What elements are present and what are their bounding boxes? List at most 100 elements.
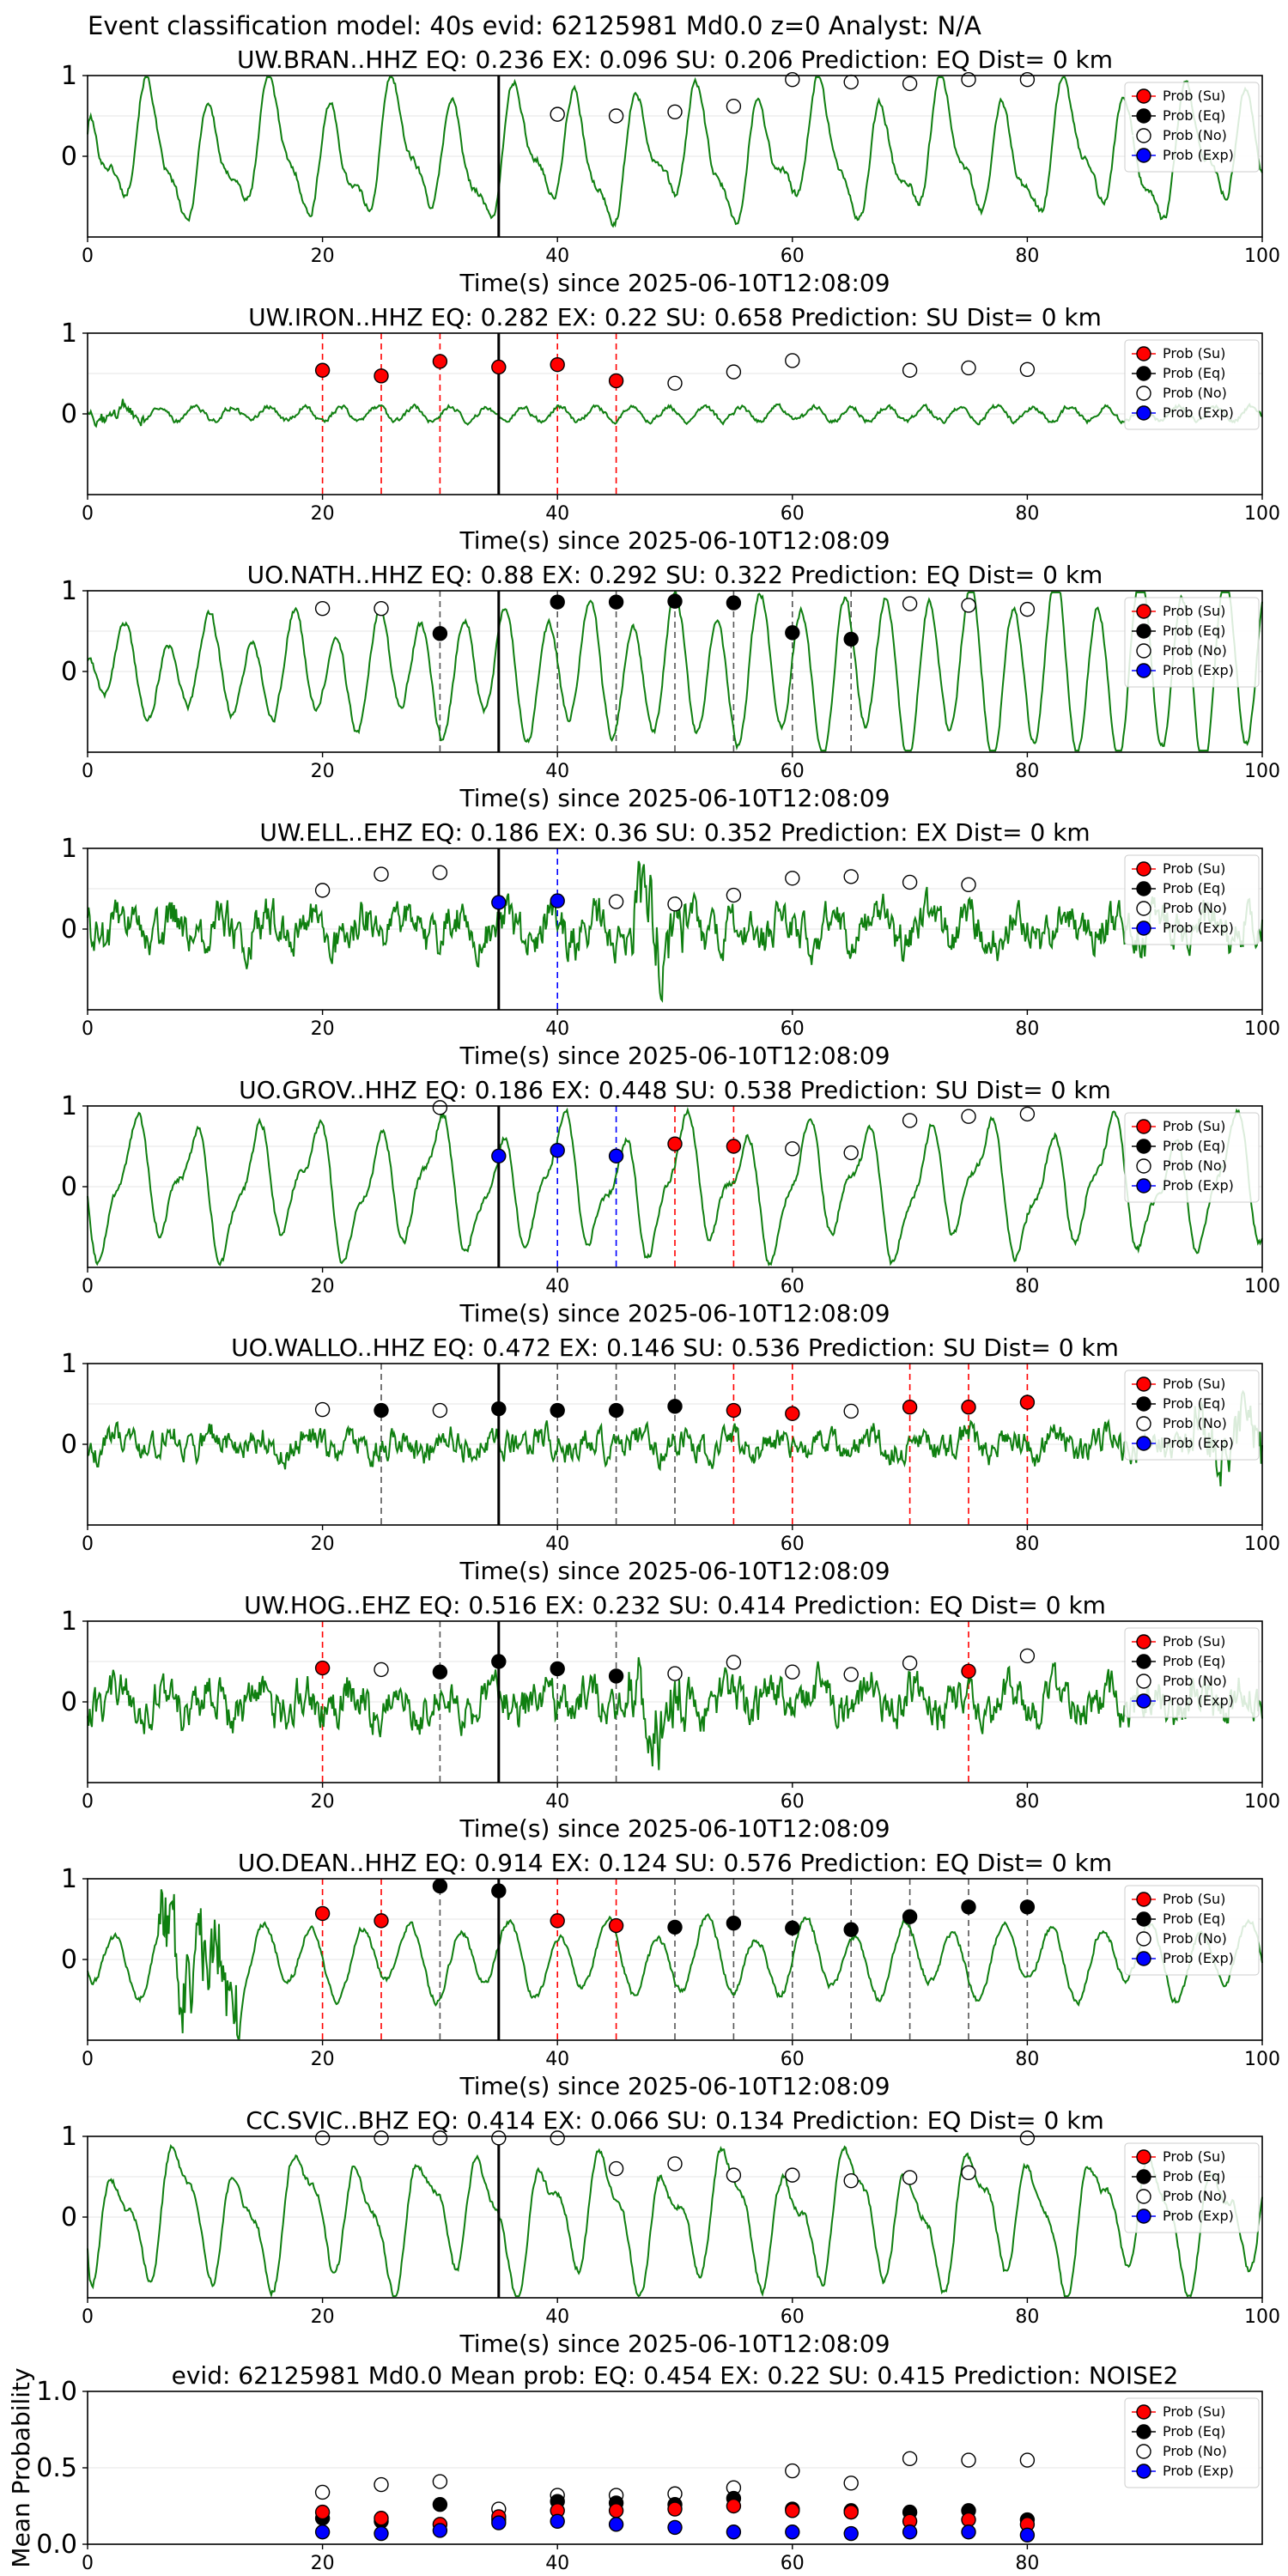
x-tick-label: 40 — [545, 2306, 569, 2328]
axes-frame — [87, 848, 1263, 1011]
legend-marker — [1136, 366, 1151, 381]
y-axis-label: Mean Probability — [7, 2367, 35, 2567]
legend-box — [1124, 339, 1260, 430]
legend-box — [1124, 854, 1260, 945]
mean-probability-point — [374, 2525, 389, 2542]
x-tick-label: 100 — [1244, 1534, 1280, 1555]
panel-4: UW.ELL..EHZ EQ: 0.186 EX: 0.36 SU: 0.352… — [61, 818, 1280, 1070]
x-tick-label: 20 — [311, 2553, 335, 2574]
legend-box — [1124, 597, 1260, 688]
window-probability-point — [491, 1883, 507, 1899]
legend-label: Prob (Su) — [1163, 603, 1225, 619]
legend-box — [1124, 2397, 1260, 2488]
legend-label: Prob (Eq) — [1163, 107, 1225, 124]
window-probability-point — [314, 1401, 331, 1418]
legend-label: Prob (Exp) — [1163, 1692, 1234, 1709]
x-tick-label: 100 — [1244, 1018, 1280, 1040]
x-tick-label: 100 — [1244, 2306, 1280, 2328]
x-tick-label: 60 — [781, 2553, 805, 2574]
legend-label: Prob (Eq) — [1163, 2423, 1225, 2439]
legend-label: Prob (Su) — [1163, 2403, 1225, 2420]
legend-box — [1124, 1370, 1260, 1461]
legend-label: Prob (Eq) — [1163, 2168, 1225, 2184]
waveform-trace — [87, 2143, 1263, 2299]
y-tick-label: 0 — [61, 1687, 77, 1717]
mean-probability-point — [726, 2524, 742, 2540]
window-probability-point — [314, 600, 331, 617]
window-probability-point — [432, 2130, 448, 2146]
legend-marker — [1136, 623, 1151, 639]
window-probability-point — [550, 356, 565, 373]
window-probability-point — [843, 631, 859, 647]
x-tick-label: 0 — [82, 2049, 94, 2070]
window-probability-point — [902, 1909, 918, 1924]
window-probability-point — [608, 1402, 624, 1419]
x-tick-label: 60 — [781, 1276, 805, 1297]
legend-label: Prob (Su) — [1163, 1633, 1225, 1649]
window-probability-point — [1019, 71, 1036, 88]
y-tick-label: 1 — [61, 2122, 77, 2152]
legend-label: Prob (Eq) — [1163, 623, 1225, 639]
window-probability-point — [902, 2170, 918, 2185]
window-probability-point — [667, 375, 683, 391]
window-probability-point — [785, 1920, 800, 1936]
legend-marker — [1136, 386, 1151, 401]
x-tick-label: 40 — [545, 1791, 569, 1813]
x-axis-label: Time(s) since 2025-06-10T12:08:09 — [459, 2330, 890, 2358]
legend-marker — [1136, 2404, 1151, 2420]
legend-marker — [1136, 2149, 1151, 2165]
legend-label: Prob (Su) — [1163, 1891, 1225, 1907]
mean-probability-point — [608, 2503, 624, 2518]
legend-marker — [1136, 1892, 1151, 1907]
x-tick-label: 60 — [781, 503, 805, 525]
window-probability-point — [374, 2130, 389, 2146]
window-probability-point — [667, 593, 683, 609]
mean-probability-point — [608, 2517, 624, 2532]
legend-box — [1124, 2142, 1260, 2233]
x-tick-label: 40 — [545, 1276, 569, 1297]
x-axis-label: Time(s) since 2025-06-10T12:08:09 — [459, 1299, 890, 1327]
window-probability-point — [1019, 361, 1036, 377]
window-probability-point — [961, 71, 976, 88]
window-probability-point — [785, 871, 800, 886]
x-tick-label: 20 — [311, 1791, 335, 1813]
window-probability-point — [785, 71, 800, 88]
window-probability-point — [374, 600, 389, 617]
legend-label: Prob (Su) — [1163, 345, 1225, 361]
x-tick-label: 80 — [1015, 1534, 1039, 1555]
window-probability-point — [432, 1878, 448, 1894]
x-tick-label: 20 — [311, 1018, 335, 1040]
x-tick-label: 40 — [545, 2049, 569, 2070]
y-tick-label: 0.5 — [36, 2453, 77, 2483]
window-probability-point — [902, 1113, 918, 1128]
legend-marker — [1136, 1951, 1151, 1966]
panel-title: UW.IRON..HHZ EQ: 0.282 EX: 0.22 SU: 0.65… — [248, 303, 1102, 331]
window-probability-point — [726, 1402, 742, 1419]
legend-marker — [1136, 2464, 1151, 2479]
x-tick-label: 60 — [781, 1018, 805, 1040]
waveform-trace — [87, 398, 1263, 428]
legend-label: Prob (Exp) — [1163, 2463, 1234, 2479]
window-probability-point — [432, 1664, 448, 1680]
waveform-trace — [87, 1107, 1263, 1267]
window-probability-point — [843, 74, 859, 90]
window-probability-point — [726, 1139, 742, 1154]
x-tick-label: 0 — [82, 2553, 94, 2574]
x-tick-label: 100 — [1244, 246, 1280, 267]
x-tick-label: 0 — [82, 1276, 94, 1297]
mean-probability-point — [785, 2463, 800, 2479]
window-probability-point — [550, 1142, 565, 1158]
y-tick-label: 0 — [61, 914, 77, 945]
window-probability-point — [726, 1915, 742, 1931]
legend-marker — [1136, 1911, 1151, 1927]
mean-probability-point — [432, 2474, 448, 2489]
y-tick-label: 1 — [61, 834, 77, 864]
mean-probability-point — [785, 2503, 800, 2518]
mean-probability-point — [314, 2524, 331, 2540]
legend-marker — [1136, 1119, 1151, 1134]
x-tick-label: 100 — [1244, 1276, 1280, 1297]
legend-label: Prob (Eq) — [1163, 880, 1225, 896]
legend-marker — [1136, 2189, 1151, 2204]
legend-marker — [1136, 1396, 1151, 1412]
window-probability-point — [550, 1661, 565, 1677]
